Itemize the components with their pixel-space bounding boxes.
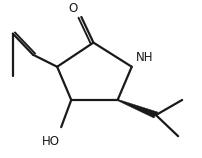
Text: NH: NH — [135, 51, 153, 64]
Text: O: O — [68, 3, 78, 15]
Text: HO: HO — [42, 135, 60, 148]
Polygon shape — [117, 99, 157, 118]
